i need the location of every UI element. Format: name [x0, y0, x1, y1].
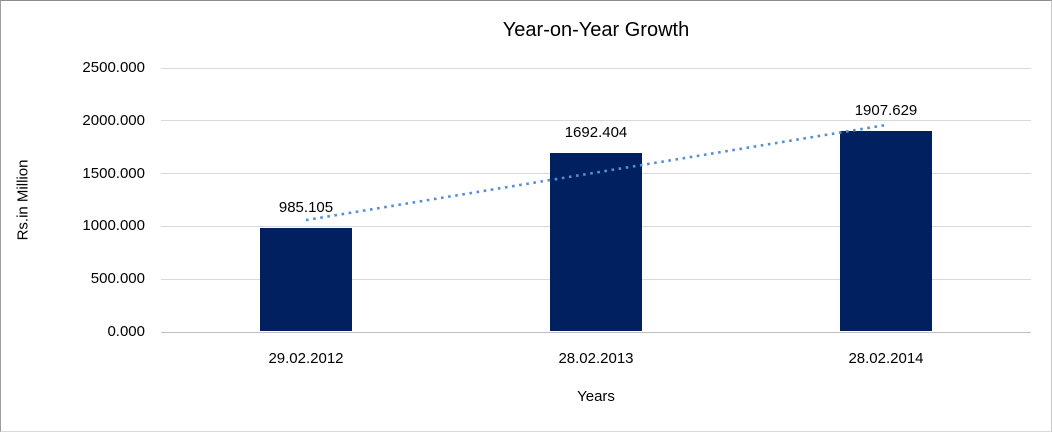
bar-29.02.2012	[260, 227, 352, 331]
trendline	[305, 123, 887, 222]
bar-value-label: 1907.629	[854, 101, 918, 119]
y-tick-label: 1500.000	[82, 164, 145, 182]
x-tick-label: 28.02.2014	[848, 350, 924, 367]
y-tick-label: 500.000	[90, 270, 145, 288]
y-axis-title-text: Rs.in Million	[14, 159, 32, 241]
bar-28.02.2014	[840, 130, 932, 331]
x-axis-line	[161, 331, 1031, 333]
y-tick-label: 2000.000	[82, 111, 145, 129]
y-tick-label: 1000.000	[82, 217, 145, 235]
y-tick-label: 2500.000	[82, 59, 145, 76]
chart-title: Year-on-Year Growth	[502, 19, 690, 41]
x-axis-title: Years	[577, 388, 615, 405]
plot-area	[161, 67, 1031, 333]
bar-value-label: 985.105	[278, 198, 334, 216]
gridline	[161, 120, 1031, 122]
gridline	[161, 67, 1031, 69]
x-tick-label: 28.02.2013	[558, 350, 634, 367]
bar-28.02.2013	[550, 153, 642, 331]
y-tick-label: 0.000	[107, 323, 145, 340]
bar-value-label: 1692.404	[564, 124, 628, 142]
x-tick-label: 29.02.2012	[268, 350, 344, 367]
